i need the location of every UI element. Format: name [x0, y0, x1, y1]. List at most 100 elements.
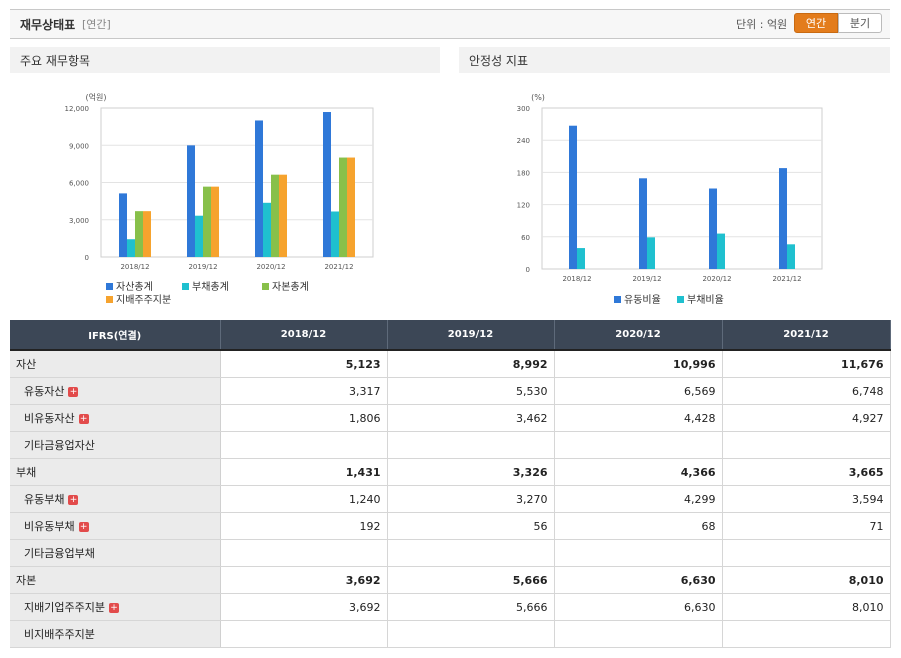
- value-cell: 8,010: [722, 593, 891, 621]
- row-label: 기타금융업자산: [10, 431, 221, 459]
- bar: [639, 178, 647, 269]
- bar: [569, 125, 577, 270]
- y-tick-label: 60: [521, 234, 530, 242]
- expand-plus-icon[interactable]: +: [78, 414, 89, 424]
- value-cell: 56: [387, 512, 555, 540]
- value-cell: 11,676: [722, 350, 891, 378]
- table-row: 자본 3,692 5,666 6,630 8,010: [10, 566, 891, 594]
- row-label-text: 지배기업주주지분: [24, 601, 105, 614]
- value-cell: 6,630: [554, 566, 723, 594]
- header-period: 2018/12: [220, 320, 388, 351]
- table-row: 비지배주주지분: [10, 620, 891, 648]
- value-cell: [554, 620, 723, 648]
- value-cell: [554, 539, 723, 567]
- bar: [279, 174, 287, 257]
- value-cell: [220, 620, 388, 648]
- value-cell: 5,666: [387, 566, 555, 594]
- value-cell: 10,996: [554, 350, 723, 378]
- value-cell: [387, 431, 555, 459]
- row-label[interactable]: 유동부채 +: [10, 485, 221, 513]
- value-cell: 3,270: [387, 485, 555, 513]
- table-row: 자산 5,123 8,992 10,996 11,676: [10, 350, 891, 378]
- bar: [779, 168, 787, 269]
- row-label[interactable]: 비유동자산 +: [10, 404, 221, 432]
- value-cell: 192: [220, 512, 388, 540]
- value-cell: [722, 431, 891, 459]
- value-cell: [220, 539, 388, 567]
- bar: [323, 112, 331, 257]
- y-axis-unit-label: (%): [531, 93, 545, 102]
- value-cell: [387, 620, 555, 648]
- legend-swatch: [677, 296, 684, 303]
- value-cell: 1,431: [220, 458, 388, 486]
- bar: [331, 211, 339, 257]
- value-cell: 3,326: [387, 458, 555, 486]
- y-tick-label: 0: [85, 254, 89, 262]
- legend-swatch: [182, 283, 189, 290]
- legend-label: 부채총계: [192, 281, 229, 293]
- row-label[interactable]: 유동자산 +: [10, 377, 221, 405]
- bar: [203, 186, 211, 257]
- x-tick-label: 2020/12: [256, 263, 285, 271]
- expand-plus-icon[interactable]: +: [78, 522, 89, 532]
- header-period: 2021/12: [722, 320, 891, 351]
- quarterly-toggle-button[interactable]: 분기: [838, 13, 882, 33]
- expand-plus-icon[interactable]: +: [108, 603, 119, 613]
- y-tick-label: 9,000: [69, 142, 89, 150]
- expand-plus-icon[interactable]: +: [68, 495, 79, 505]
- legend-swatch: [614, 296, 621, 303]
- bar: [347, 157, 355, 257]
- row-label: 자본: [10, 566, 221, 594]
- bar: [135, 211, 143, 257]
- value-cell: 8,010: [722, 566, 891, 594]
- table-header-row: IFRS(연결) 2018/12 2019/12 2020/12 2021/12: [10, 320, 891, 351]
- stability-chart: 0 60 120 180 240 300(%) 2018/12 2019/12 2020/12 2…: [517, 93, 823, 306]
- row-label-text: 기타금융업부채: [24, 547, 95, 560]
- row-label-text: 기타금융업자산: [24, 439, 95, 452]
- financial-table: IFRS(연결) 2018/12 2019/12 2020/12 2021/12 자산 5…: [10, 320, 891, 648]
- value-cell: 71: [722, 512, 891, 540]
- value-cell: 4,366: [554, 458, 723, 486]
- legend-swatch: [106, 296, 113, 303]
- x-tick-label: 2020/12: [702, 275, 731, 283]
- header-period: 2019/12: [387, 320, 555, 351]
- bar: [187, 145, 195, 257]
- y-tick-label: 6,000: [69, 180, 89, 188]
- annual-toggle-button[interactable]: 연간: [794, 13, 838, 33]
- value-cell: [554, 431, 723, 459]
- unit-label: 단위 : 억원: [736, 18, 788, 31]
- value-cell: 3,692: [220, 566, 388, 594]
- legend-label: 유동비율: [624, 294, 661, 306]
- bar: [119, 193, 127, 257]
- row-label-text: 비지배주주지분: [24, 628, 95, 641]
- x-tick-label: 2021/12: [324, 263, 353, 271]
- expand-plus-icon[interactable]: +: [68, 387, 79, 397]
- row-label-text: 자산: [16, 358, 37, 371]
- plot-area: [541, 107, 823, 270]
- bar: [211, 186, 219, 257]
- value-cell: 4,428: [554, 404, 723, 432]
- bar: [787, 244, 795, 269]
- bar: [195, 215, 203, 257]
- y-tick-label: 120: [517, 202, 530, 210]
- period-label: [연간]: [82, 18, 111, 31]
- row-label[interactable]: 지배기업주주지분 +: [10, 593, 221, 621]
- left-chart-title: 주요 재무항목: [10, 47, 440, 73]
- value-cell: 6,748: [722, 377, 891, 405]
- value-cell: 1,240: [220, 485, 388, 513]
- value-cell: 5,123: [220, 350, 388, 378]
- bar: [143, 211, 151, 257]
- value-cell: 4,927: [722, 404, 891, 432]
- legend-label: 부채비율: [687, 294, 724, 306]
- row-label: 기타금융업부채: [10, 539, 221, 567]
- legend-swatch: [106, 283, 113, 290]
- y-tick-label: 180: [517, 169, 530, 177]
- row-label[interactable]: 비유동부채 +: [10, 512, 221, 540]
- x-tick-label: 2018/12: [120, 263, 149, 271]
- row-label: 자산: [10, 350, 221, 378]
- row-label: 비지배주주지분: [10, 620, 221, 648]
- value-cell: 3,692: [220, 593, 388, 621]
- value-cell: 5,530: [387, 377, 555, 405]
- value-cell: 3,462: [387, 404, 555, 432]
- table-row: 비유동자산 +1,806 3,462 4,428 4,927: [10, 404, 891, 432]
